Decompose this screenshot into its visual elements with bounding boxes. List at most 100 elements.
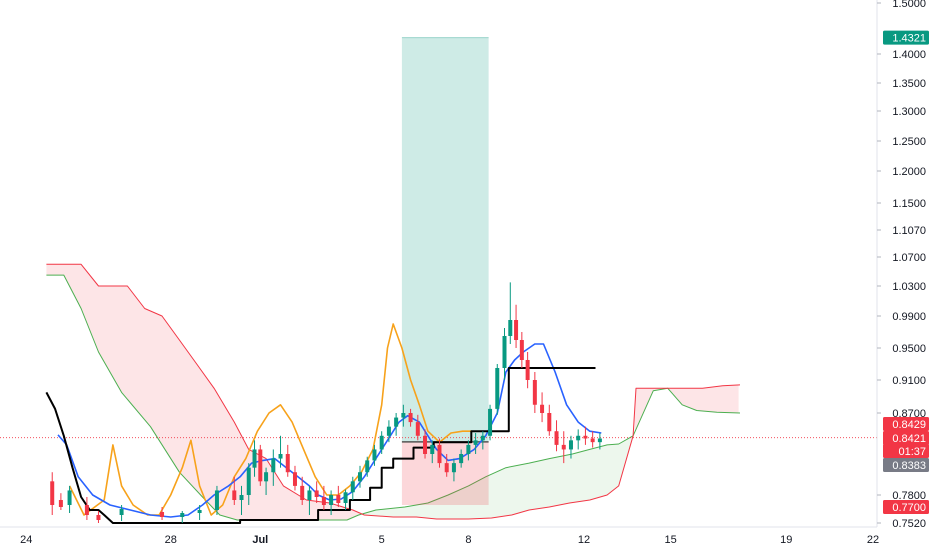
- candle-body: [495, 368, 500, 409]
- candle-body: [119, 509, 124, 515]
- candle-30: [372, 444, 377, 466]
- candle-13: [252, 440, 257, 477]
- candle-body: [502, 336, 507, 368]
- candle-body: [379, 435, 384, 450]
- candle-body: [415, 422, 420, 436]
- candle-8: [197, 505, 202, 520]
- candle-5: [119, 505, 124, 521]
- candle-51: [519, 332, 524, 368]
- candle-31: [379, 431, 384, 454]
- y-tick-label: 1.0300: [892, 281, 926, 293]
- candle-39: [437, 438, 442, 468]
- candle-16: [271, 449, 276, 486]
- candle-body: [292, 472, 297, 486]
- price-tag-box: [883, 431, 929, 445]
- candle-27: [350, 476, 355, 500]
- y-tick-label: 1.3000: [892, 106, 926, 118]
- candle-60: [583, 426, 588, 445]
- candle-body: [258, 449, 263, 482]
- y-tick-label: 1.0700: [892, 252, 926, 264]
- candle-body: [514, 320, 519, 340]
- candle-4: [96, 511, 101, 523]
- candle-38: [430, 440, 435, 464]
- candle-14: [258, 444, 263, 486]
- candle-62: [597, 433, 602, 450]
- x-tick-label: 5: [379, 534, 385, 546]
- candle-body: [58, 500, 63, 507]
- candle-body: [214, 490, 219, 510]
- candle-55: [547, 404, 552, 436]
- candle-40: [444, 454, 449, 477]
- candle-body: [568, 440, 573, 450]
- candle-body: [547, 413, 552, 432]
- candle-32: [386, 420, 391, 443]
- cloud-fill-4: [669, 385, 739, 413]
- price-tag-2: 0.8421: [883, 431, 929, 445]
- candle-34: [401, 404, 406, 427]
- y-tick-label: 0.9500: [892, 343, 926, 355]
- candle-57: [561, 431, 566, 464]
- candle-20: [300, 476, 305, 505]
- candle-body: [343, 492, 348, 503]
- candle-0: [50, 472, 55, 515]
- candle-body: [444, 463, 449, 473]
- x-tick-label: 28: [165, 534, 177, 546]
- price-tag-4: 0.8383: [883, 458, 929, 472]
- price-tag-box: [883, 417, 929, 431]
- x-tick-label: Jul: [252, 534, 268, 546]
- x-tick-label: 12: [578, 534, 590, 546]
- candle-body: [554, 431, 559, 445]
- position-profit-zone: [401, 37, 489, 442]
- price-tag-0: 1.4321: [883, 30, 929, 45]
- price-tag-3: 01:37: [883, 444, 929, 458]
- candle-body: [285, 454, 290, 473]
- y-tick-label: 1.5000: [892, 0, 926, 10]
- candle-35: [408, 408, 413, 427]
- candle-15: [264, 467, 269, 495]
- candle-18: [285, 444, 290, 477]
- cloud-line-a: [46, 274, 741, 521]
- candle-25: [336, 485, 341, 507]
- candle-28: [358, 465, 363, 488]
- candle-body: [180, 513, 185, 517]
- candle-body: [423, 435, 428, 454]
- price-tag-label: 1.4321: [892, 33, 926, 45]
- candle-26: [343, 489, 348, 510]
- candle-12: [246, 463, 251, 505]
- y-tick-label: 0.9900: [892, 311, 926, 323]
- candle-23: [321, 485, 326, 510]
- candle-body: [480, 435, 485, 441]
- x-tick-label: 15: [665, 534, 677, 546]
- y-tick-label: 1.1070: [892, 225, 926, 237]
- candle-body: [466, 444, 471, 454]
- candle-body: [430, 444, 435, 454]
- candle-body: [232, 490, 237, 500]
- candle-10: [232, 476, 237, 505]
- candle-49: [508, 282, 513, 344]
- candle-body: [540, 404, 545, 413]
- cloud-fill-0: [46, 264, 362, 520]
- candle-9: [214, 485, 219, 515]
- price-tag-box: [883, 500, 929, 514]
- price-tag-box: [883, 30, 929, 45]
- candle-body: [197, 510, 202, 513]
- cloud-fill-2: [634, 388, 667, 433]
- candle-body: [264, 472, 269, 482]
- price-tag-label: 01:37: [898, 446, 926, 458]
- candle-body: [336, 495, 341, 503]
- candle-body: [519, 340, 524, 360]
- y-tick-label: 0.7800: [892, 490, 926, 502]
- candle-body: [358, 472, 363, 482]
- y-tick-label: 1.2000: [892, 166, 926, 178]
- price-tag-box: [883, 458, 929, 472]
- candle-body: [300, 485, 305, 500]
- candle-29: [365, 456, 370, 477]
- candle-36: [415, 414, 420, 441]
- candle-46: [488, 404, 493, 441]
- candle-24: [329, 490, 334, 515]
- price-tag-label: 0.8429: [892, 419, 926, 431]
- candle-45: [480, 431, 485, 450]
- candle-48: [502, 328, 507, 380]
- candle-body: [597, 438, 602, 443]
- candle-11: [239, 485, 244, 515]
